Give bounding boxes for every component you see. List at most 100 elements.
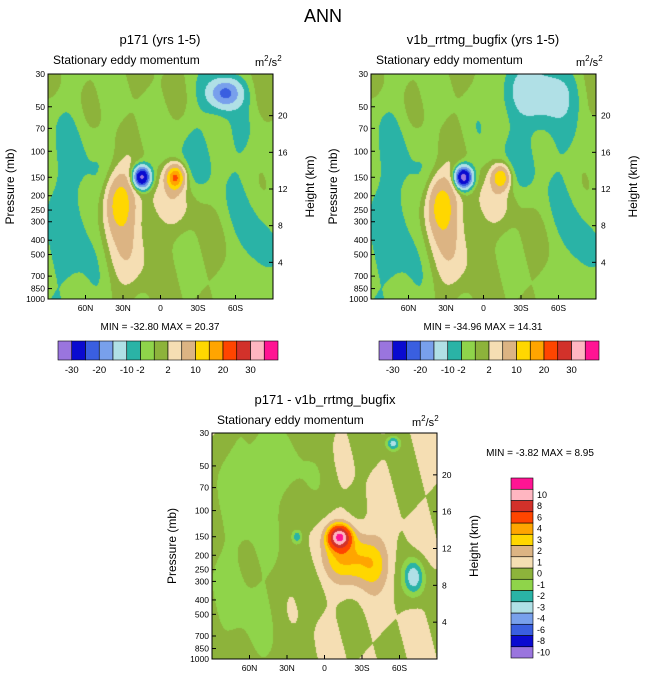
y-tick-label: 100 bbox=[195, 506, 209, 516]
colorbar-swatch bbox=[378, 340, 394, 361]
figure-title: ANN bbox=[304, 6, 342, 26]
colorbar-swatch bbox=[543, 340, 559, 361]
x-tick-label: 0 bbox=[481, 303, 486, 313]
y-tick-label: 300 bbox=[31, 217, 45, 227]
x-tick-label: 30N bbox=[438, 303, 454, 313]
colorbar-swatch bbox=[510, 635, 534, 648]
colorbar-label: 30 bbox=[566, 365, 577, 376]
colorbar-swatch bbox=[510, 646, 534, 659]
units-label: m2/s2 bbox=[576, 54, 603, 69]
colorbar-label: 10 bbox=[537, 490, 547, 500]
chart-panel-2: v1b_rrtmg_bugfix (yrs 1-5) Stationary edd… bbox=[326, 32, 640, 376]
y-tick-label: 70 bbox=[359, 123, 369, 133]
colorbar-swatch bbox=[208, 340, 224, 361]
panel-title: p171 (yrs 1-5) bbox=[120, 32, 201, 47]
colorbar-swatch bbox=[510, 488, 534, 501]
panel-title: v1b_rrtmg_bugfix (yrs 1-5) bbox=[407, 32, 559, 47]
y-tick-label: 300 bbox=[195, 576, 209, 586]
colorbar-swatch bbox=[557, 340, 572, 361]
contour-fill bbox=[212, 433, 437, 659]
colorbar-label: -8 bbox=[537, 636, 545, 646]
contour-fill bbox=[48, 74, 273, 299]
height-tick-label: 20 bbox=[278, 111, 288, 121]
colorbar-label: 20 bbox=[218, 365, 229, 376]
colorbar-swatch bbox=[236, 340, 251, 361]
height-tick-label: 12 bbox=[278, 184, 288, 194]
colorbar-swatch bbox=[85, 340, 100, 361]
colorbar-swatch bbox=[433, 340, 449, 361]
x-tick-label: 30N bbox=[115, 303, 131, 313]
colorbar-swatch bbox=[510, 477, 534, 490]
colorbar-swatch bbox=[57, 340, 73, 361]
height-tick-label: 12 bbox=[442, 544, 452, 554]
colorbar-swatch bbox=[510, 623, 534, 636]
colorbar-swatch bbox=[510, 545, 534, 558]
colorbar-swatch bbox=[181, 340, 196, 361]
y-tick-label: 700 bbox=[354, 271, 368, 281]
colorbar-label: 6 bbox=[537, 512, 542, 522]
colorbar-swatch bbox=[510, 612, 534, 625]
y-tick-label: 100 bbox=[354, 146, 368, 156]
panel-subtitle: Stationary eddy momentum bbox=[376, 53, 523, 67]
height-tick-label: 4 bbox=[278, 257, 283, 267]
colorbar-swatch bbox=[406, 340, 421, 361]
x-tick-label: 30S bbox=[513, 303, 528, 313]
x-tick-label: 30N bbox=[279, 663, 295, 673]
colorbar-swatch bbox=[502, 340, 517, 361]
y-axis-label: Pressure (mb) bbox=[326, 148, 340, 224]
chart-panel-1: p171 (yrs 1-5) Stationary eddy momentum m2… bbox=[3, 32, 317, 376]
colorbar-swatch bbox=[98, 340, 114, 361]
y-tick-label: 850 bbox=[195, 644, 209, 654]
height-tick-label: 4 bbox=[442, 617, 447, 627]
colorbar-swatch bbox=[140, 340, 155, 361]
min-max-label: MIN = -32.80 MAX = 20.37 bbox=[101, 322, 220, 333]
y-tick-label: 50 bbox=[359, 102, 369, 112]
units-label: m2/s2 bbox=[255, 54, 282, 69]
y-tick-label: 700 bbox=[195, 631, 209, 641]
colorbar-label: -2 bbox=[457, 365, 465, 376]
y-tick-label: 1000 bbox=[26, 294, 45, 304]
y-axis-label-right: Height (km) bbox=[626, 155, 640, 217]
y-tick-label: 50 bbox=[200, 461, 210, 471]
y-axis-label: Pressure (mb) bbox=[165, 508, 179, 584]
colorbar-label: -2 bbox=[537, 591, 545, 601]
y-tick-label: 500 bbox=[354, 250, 368, 260]
y-tick-label: 200 bbox=[31, 191, 45, 201]
colorbar-label: -6 bbox=[537, 625, 545, 635]
colorbar-swatch bbox=[488, 340, 504, 361]
colorbar-swatch bbox=[126, 340, 141, 361]
x-tick-label: 60S bbox=[228, 303, 243, 313]
y-tick-label: 30 bbox=[36, 69, 46, 79]
colorbar-label: 3 bbox=[537, 535, 542, 545]
colorbar-label: 2 bbox=[537, 546, 542, 556]
x-tick-label: 30S bbox=[354, 663, 369, 673]
colorbar-swatch bbox=[584, 340, 600, 361]
y-axis-label-right: Height (km) bbox=[303, 155, 317, 217]
y-axis-label-right: Height (km) bbox=[467, 515, 481, 577]
colorbar-swatch bbox=[529, 340, 545, 361]
y-tick-label: 300 bbox=[354, 217, 368, 227]
height-tick-label: 12 bbox=[601, 184, 611, 194]
colorbar-label: 30 bbox=[245, 365, 256, 376]
height-tick-label: 16 bbox=[601, 147, 611, 157]
x-tick-label: 0 bbox=[158, 303, 163, 313]
y-tick-label: 200 bbox=[195, 550, 209, 560]
colorbar-swatch bbox=[510, 567, 534, 580]
height-tick-label: 16 bbox=[278, 147, 288, 157]
colorbar-swatch bbox=[461, 340, 476, 361]
colorbar-label: -1 bbox=[537, 580, 545, 590]
colorbar-label: -30 bbox=[65, 365, 79, 376]
y-tick-label: 50 bbox=[36, 102, 46, 112]
colorbar-swatch bbox=[510, 511, 534, 524]
colorbar-swatch bbox=[71, 340, 86, 361]
colorbar-swatch bbox=[510, 590, 534, 603]
colorbar-swatch bbox=[474, 340, 490, 361]
colorbar-swatch bbox=[510, 556, 534, 569]
y-tick-label: 250 bbox=[31, 205, 45, 215]
y-tick-label: 1000 bbox=[190, 654, 209, 664]
chart-panel-3: p171 - v1b_rrtmg_bugfix Stationary eddy m… bbox=[165, 392, 594, 673]
colorbar-swatch bbox=[510, 500, 534, 513]
colorbar-swatch bbox=[571, 340, 586, 361]
colorbar-swatch bbox=[510, 522, 534, 535]
colorbar-label: -10 bbox=[441, 365, 455, 376]
